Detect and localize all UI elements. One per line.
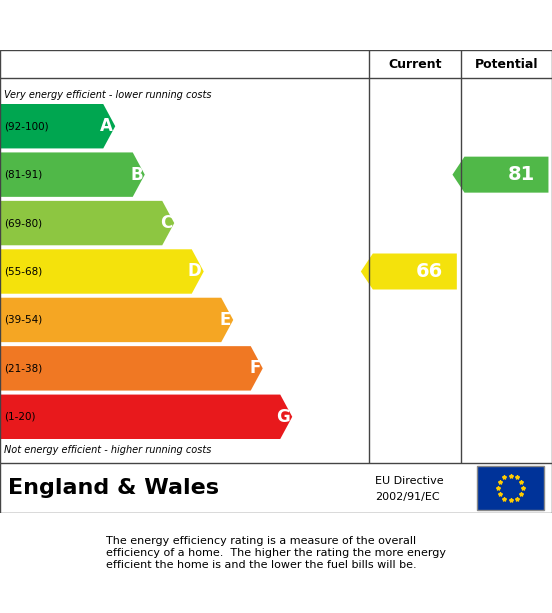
Text: C: C	[160, 214, 172, 232]
Text: Potential: Potential	[475, 58, 538, 70]
Polygon shape	[453, 157, 549, 192]
Text: Current: Current	[388, 58, 442, 70]
Polygon shape	[0, 346, 263, 390]
Text: B: B	[130, 166, 143, 184]
Text: 81: 81	[508, 165, 535, 184]
Text: Not energy efficient - higher running costs: Not energy efficient - higher running co…	[4, 445, 211, 455]
Text: D: D	[188, 262, 201, 281]
Text: The energy efficiency rating is a measure of the overall
efficiency of a home.  : The energy efficiency rating is a measur…	[106, 536, 446, 569]
Bar	[477, 466, 544, 510]
Polygon shape	[0, 298, 233, 342]
Text: (69-80): (69-80)	[4, 218, 42, 228]
Text: (21-38): (21-38)	[4, 364, 43, 373]
Text: (1-20): (1-20)	[4, 412, 35, 422]
Polygon shape	[0, 201, 174, 245]
Text: F: F	[250, 359, 261, 378]
Polygon shape	[0, 395, 292, 439]
Polygon shape	[361, 254, 457, 289]
Polygon shape	[0, 249, 204, 294]
Text: (55-68): (55-68)	[4, 267, 43, 276]
Text: A: A	[100, 117, 113, 135]
Text: 2002/91/EC: 2002/91/EC	[375, 492, 440, 502]
Text: Very energy efficient - lower running costs: Very energy efficient - lower running co…	[4, 90, 211, 100]
Text: 66: 66	[416, 262, 443, 281]
Text: Energy Efficiency Rating: Energy Efficiency Rating	[11, 15, 317, 35]
Text: (39-54): (39-54)	[4, 315, 43, 325]
Text: E: E	[220, 311, 231, 329]
Text: England & Wales: England & Wales	[8, 478, 219, 498]
Polygon shape	[0, 153, 145, 197]
Polygon shape	[0, 104, 115, 148]
Text: (92-100): (92-100)	[4, 121, 49, 131]
Text: G: G	[277, 408, 290, 426]
Text: (81-91): (81-91)	[4, 170, 43, 180]
Text: EU Directive: EU Directive	[375, 476, 444, 485]
